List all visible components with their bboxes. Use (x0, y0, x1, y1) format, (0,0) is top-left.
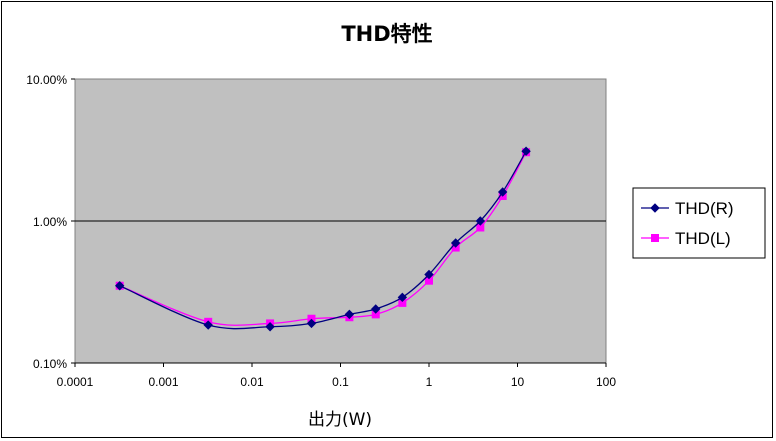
legend: THD(R) THD(L) (632, 187, 766, 259)
x-axis-ticks: 0.0001 0.001 0.01 0.1 1 10 100 (57, 362, 616, 389)
data-point (397, 292, 408, 303)
series-layer (114, 146, 531, 332)
data-point (203, 320, 213, 330)
chart-title: THD特性 (341, 22, 432, 46)
legend-marker (651, 234, 659, 242)
legend-item: THD(L) (641, 229, 731, 248)
y-tick-label: 1.00% (33, 215, 67, 229)
legend-label: THD(L) (675, 229, 731, 248)
legend-item: THD(R) (641, 199, 734, 218)
series-0 (114, 146, 531, 332)
x-tick-label: 0.0001 (57, 375, 94, 389)
legend-items: THD(R) THD(L) (641, 199, 734, 248)
data-point (114, 281, 125, 291)
data-point (265, 322, 275, 332)
legend-label: THD(R) (675, 199, 734, 218)
data-point (450, 238, 461, 248)
x-tick-label: 10 (511, 375, 525, 389)
x-tick-label: 0.01 (240, 375, 264, 389)
data-point (344, 309, 355, 320)
y-tick-label: 10.00% (26, 73, 67, 87)
x-tick-label: 0.1 (332, 375, 349, 389)
legend-marker (650, 203, 660, 213)
data-point (497, 187, 508, 197)
data-point (371, 304, 381, 314)
data-point (521, 146, 531, 156)
x-tick-label: 1 (426, 375, 433, 389)
data-point (424, 269, 434, 280)
y-tick-label: 0.10% (33, 357, 67, 371)
x-tick-label: 0.001 (148, 375, 178, 389)
data-point (475, 216, 486, 226)
y-axis-ticks: 0.10% 1.00% 10.00% (26, 73, 75, 371)
data-point (306, 318, 317, 329)
legend-box (632, 187, 766, 259)
x-axis-label: 出力(W) (308, 410, 372, 430)
x-tick-label: 100 (596, 375, 616, 389)
